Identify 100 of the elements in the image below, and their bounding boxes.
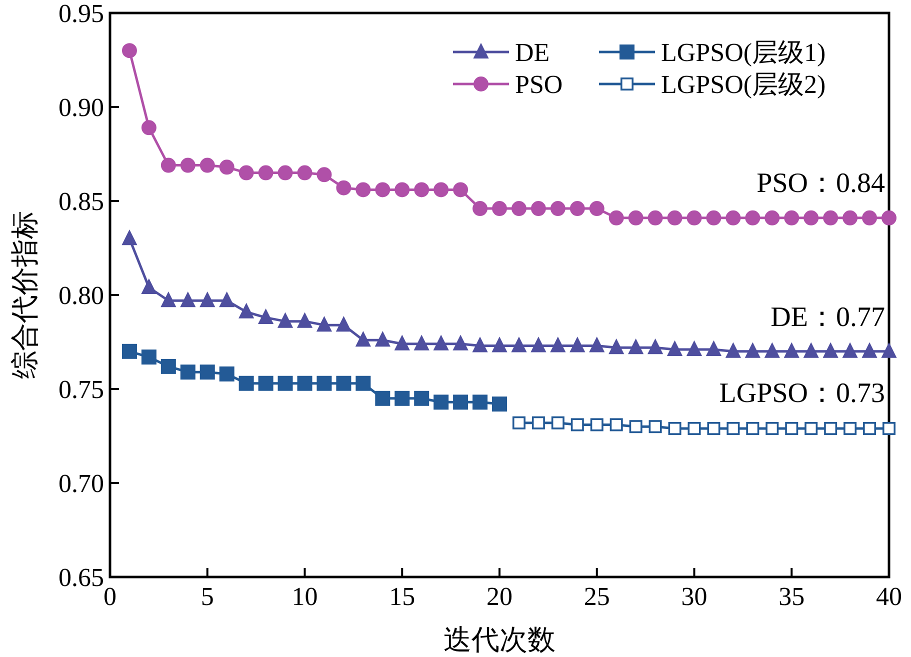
y-tick-label: 0.70: [58, 469, 104, 498]
point: [375, 390, 390, 406]
point: [336, 180, 352, 196]
point: [200, 364, 215, 380]
x-tick-label: 0: [104, 582, 116, 611]
point: [610, 418, 623, 432]
point: [706, 341, 722, 356]
annotation: DE：0.77: [770, 302, 885, 333]
point: [434, 335, 449, 350]
point: [746, 422, 760, 435]
point: [219, 160, 234, 175]
point: [726, 210, 741, 226]
point: [648, 210, 663, 226]
point: [706, 210, 722, 226]
point: [122, 344, 137, 359]
point: [141, 350, 156, 365]
point: [414, 182, 430, 198]
point: [532, 416, 545, 430]
legend-label: PSO: [515, 70, 563, 99]
y-tick-label: 0.90: [58, 93, 104, 122]
point: [394, 182, 410, 198]
x-tick-label: 15: [389, 582, 416, 611]
point: [122, 43, 137, 58]
point: [629, 420, 642, 434]
x-tick-label: 20: [486, 582, 512, 611]
point: [823, 210, 838, 226]
point: [784, 342, 800, 358]
point: [764, 210, 780, 226]
point: [492, 337, 507, 352]
point: [238, 303, 254, 318]
x-tick-label: 30: [681, 582, 708, 611]
point: [258, 309, 274, 324]
y-tick-label: 0.80: [58, 281, 104, 310]
point: [804, 422, 818, 435]
legend-label: LGPSO(层级2): [661, 70, 826, 99]
legend-label: DE: [515, 38, 550, 67]
point: [375, 332, 390, 347]
x-tick-label: 40: [876, 582, 902, 611]
point: [160, 292, 176, 308]
point: [238, 165, 254, 180]
point: [648, 420, 662, 434]
point: [356, 376, 371, 391]
point: [667, 341, 682, 356]
point: [804, 210, 819, 226]
point: [590, 418, 604, 432]
point: [628, 339, 644, 354]
point: [316, 167, 332, 182]
point: [200, 158, 215, 173]
point: [375, 182, 390, 198]
point: [550, 201, 566, 216]
point: [608, 210, 624, 226]
point: [336, 376, 352, 391]
point: [297, 312, 312, 328]
point: [434, 182, 449, 198]
point: [862, 342, 878, 358]
point: [707, 422, 720, 435]
point: [278, 376, 293, 391]
point: [160, 358, 176, 374]
point: [804, 342, 819, 358]
y-tick-label: 0.85: [58, 187, 104, 216]
x-tick-label: 5: [200, 582, 214, 611]
point: [511, 201, 526, 216]
point: [492, 396, 507, 412]
point: [453, 394, 468, 410]
point: [336, 316, 352, 332]
point: [882, 210, 896, 226]
point: [745, 210, 760, 226]
legend-label: LGPSO(层级1): [661, 38, 826, 67]
point: [688, 422, 701, 435]
point: [589, 337, 604, 352]
point: [530, 201, 546, 216]
point: [628, 210, 644, 226]
point: [824, 422, 838, 435]
y-tick-label: 0.65: [58, 563, 104, 592]
point: [608, 339, 624, 354]
point: [434, 394, 449, 410]
point: [472, 201, 488, 216]
point: [842, 210, 858, 226]
x-axis-title: 迭代次数: [444, 625, 556, 656]
point: [297, 376, 312, 391]
point: [414, 390, 430, 406]
point: [278, 312, 293, 328]
point: [472, 337, 488, 352]
point: [570, 418, 584, 432]
point: [882, 422, 896, 435]
point: [686, 210, 702, 226]
y-tick-label: 0.95: [58, 0, 104, 28]
point: [668, 422, 682, 435]
point: [238, 376, 254, 391]
point: [551, 416, 564, 430]
point: [472, 394, 488, 410]
point: [258, 376, 274, 391]
point: [356, 332, 371, 347]
point: [297, 165, 312, 180]
x-tick-label: 25: [584, 582, 610, 611]
point: [141, 120, 156, 136]
point: [219, 292, 234, 308]
point: [863, 422, 876, 435]
point: [570, 201, 585, 216]
point: [842, 342, 858, 358]
